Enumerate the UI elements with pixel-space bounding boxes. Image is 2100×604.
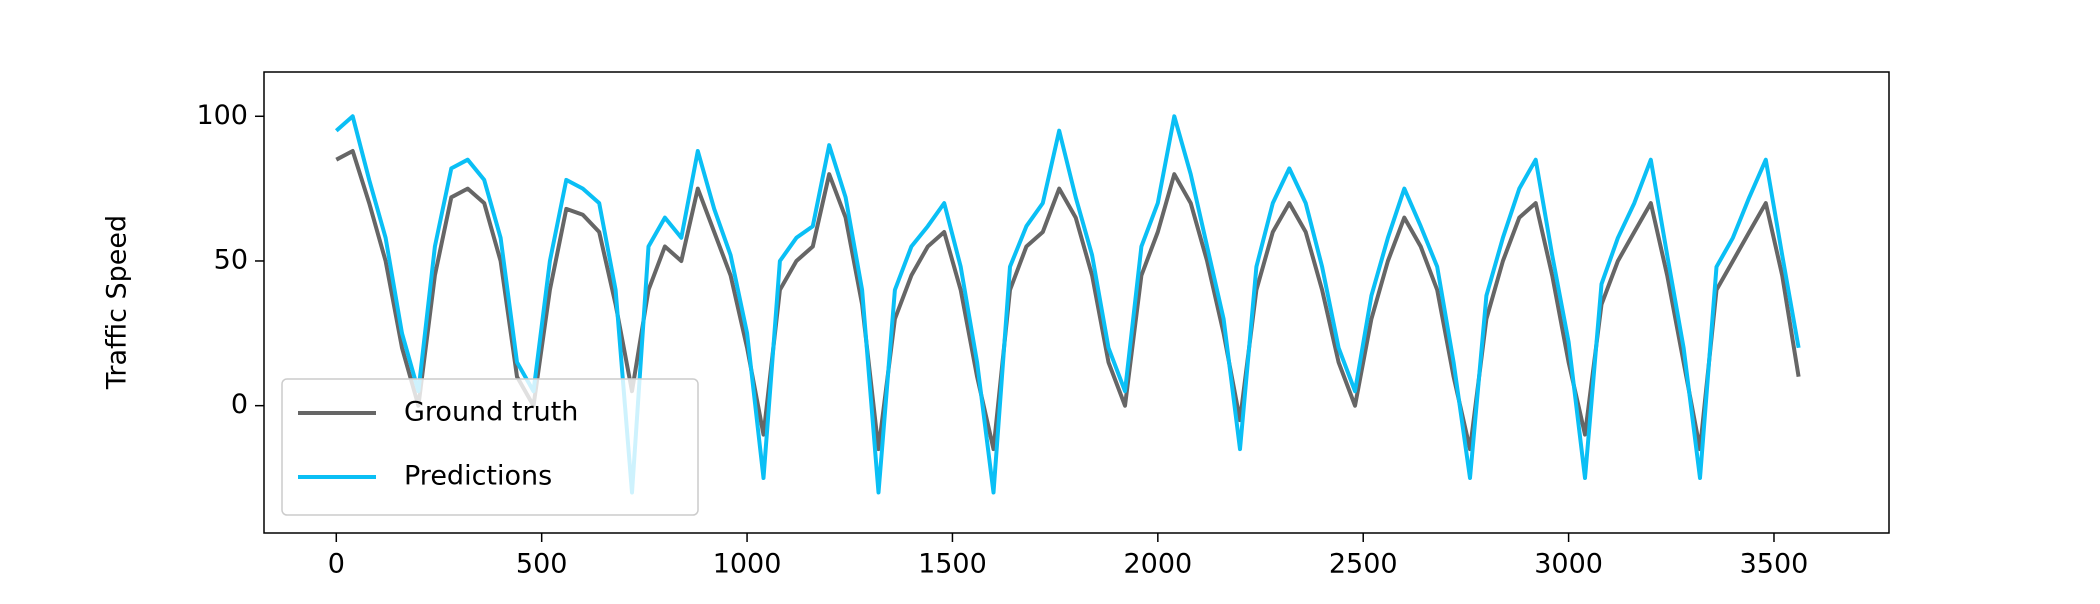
y-tick-label: 0 — [231, 389, 248, 420]
legend-label: Ground truth — [404, 397, 578, 428]
y-axis-label: Traffic Speed — [102, 215, 133, 390]
x-tick-label: 0 — [328, 549, 345, 580]
plot-frame — [263, 71, 1890, 534]
x-tick-label: 500 — [516, 549, 568, 580]
x-tick-label: 1000 — [713, 549, 782, 580]
legend-box — [281, 378, 699, 516]
x-tick-label: 1500 — [918, 549, 987, 580]
legend-label: Predictions — [404, 461, 552, 492]
x-tick-label: 2500 — [1329, 549, 1398, 580]
data-line — [335, 149, 1801, 452]
y-tick-label: 100 — [196, 100, 248, 131]
data-line — [334, 114, 1801, 495]
x-tick-label: 3500 — [1740, 549, 1809, 580]
y-tick-label: 50 — [214, 244, 248, 275]
x-tick-label: 2000 — [1123, 549, 1192, 580]
x-tick-label: 3000 — [1534, 549, 1603, 580]
